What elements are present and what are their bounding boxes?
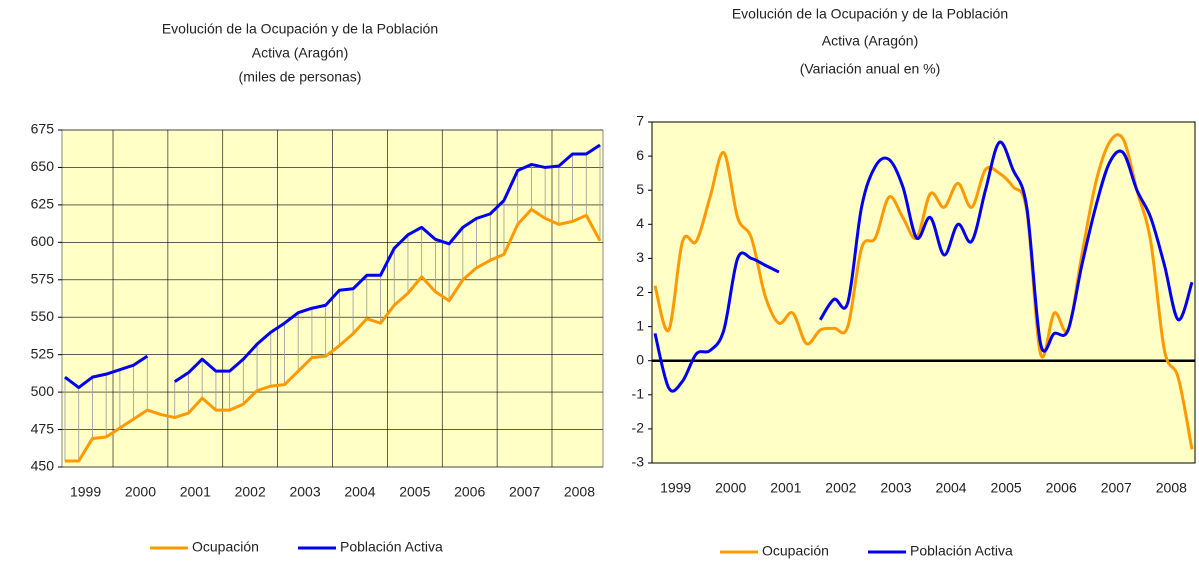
x-tick-label: 2005 xyxy=(399,484,430,500)
x-tick-label: 2000 xyxy=(125,484,156,500)
x-tick-label: 2002 xyxy=(825,480,856,496)
y-tick-label: 600 xyxy=(31,233,55,249)
y-tick-label: 3 xyxy=(636,249,644,265)
y-tick-label: 5 xyxy=(636,181,644,197)
legend-label: Ocupación xyxy=(762,543,829,559)
x-tick-label: 2004 xyxy=(935,480,966,496)
x-tick-label: 2007 xyxy=(1101,480,1132,496)
x-tick-label: 1999 xyxy=(660,480,691,496)
series-line xyxy=(64,143,601,390)
y-tick-label: 4 xyxy=(636,215,644,231)
chart-title: Activa (Aragón) xyxy=(252,45,348,61)
y-tick-label: 0 xyxy=(636,351,644,367)
chart-title: (Variación anual en %) xyxy=(800,61,941,77)
x-tick-label: 2001 xyxy=(180,484,211,500)
legend-label: Ocupación xyxy=(192,539,259,555)
x-tick-label: 2003 xyxy=(880,480,911,496)
y-tick-label: 6 xyxy=(636,147,644,163)
x-tick-label: 1999 xyxy=(70,484,101,500)
y-tick-label: 475 xyxy=(31,420,55,436)
chart-title: (miles de personas) xyxy=(239,69,362,85)
y-tick-label: 675 xyxy=(31,121,55,137)
x-tick-label: 2002 xyxy=(235,484,266,500)
plot-area xyxy=(651,121,1196,464)
chart-title: Evolución de la Ocupación y de la Poblac… xyxy=(732,6,1008,22)
series-line xyxy=(653,133,1194,450)
y-tick-label: 575 xyxy=(31,270,55,286)
x-tick-label: 2001 xyxy=(770,480,801,496)
chart-title: Evolución de la Ocupación y de la Poblac… xyxy=(162,21,438,37)
series-line xyxy=(653,140,1194,393)
series-line xyxy=(65,207,602,463)
x-tick-label: 2006 xyxy=(1046,480,1077,496)
y-tick-label: 1 xyxy=(636,317,644,333)
x-tick-label: 2007 xyxy=(509,484,540,500)
y-tick-label: -1 xyxy=(632,386,645,402)
legend-label: Población Activa xyxy=(340,539,443,555)
y-tick-label: -2 xyxy=(632,420,645,436)
x-tick-label: 2004 xyxy=(344,484,375,500)
chart-title: Activa (Aragón) xyxy=(822,33,918,49)
x-tick-label: 2003 xyxy=(289,484,320,500)
x-tick-label: 2000 xyxy=(715,480,746,496)
y-tick-label: 625 xyxy=(31,196,55,212)
y-tick-label: 525 xyxy=(31,345,55,361)
x-tick-label: 2006 xyxy=(454,484,485,500)
x-tick-label: 2005 xyxy=(991,480,1022,496)
y-tick-label: 650 xyxy=(31,158,55,174)
y-tick-label: 450 xyxy=(31,458,55,474)
y-tick-label: -3 xyxy=(632,454,645,470)
y-tick-label: 550 xyxy=(31,308,55,324)
y-tick-label: 500 xyxy=(31,383,55,399)
x-tick-label: 2008 xyxy=(564,484,595,500)
x-tick-label: 2008 xyxy=(1156,480,1187,496)
y-tick-label: 7 xyxy=(636,113,644,129)
legend-label: Población Activa xyxy=(910,543,1013,559)
y-tick-label: 2 xyxy=(636,283,644,299)
